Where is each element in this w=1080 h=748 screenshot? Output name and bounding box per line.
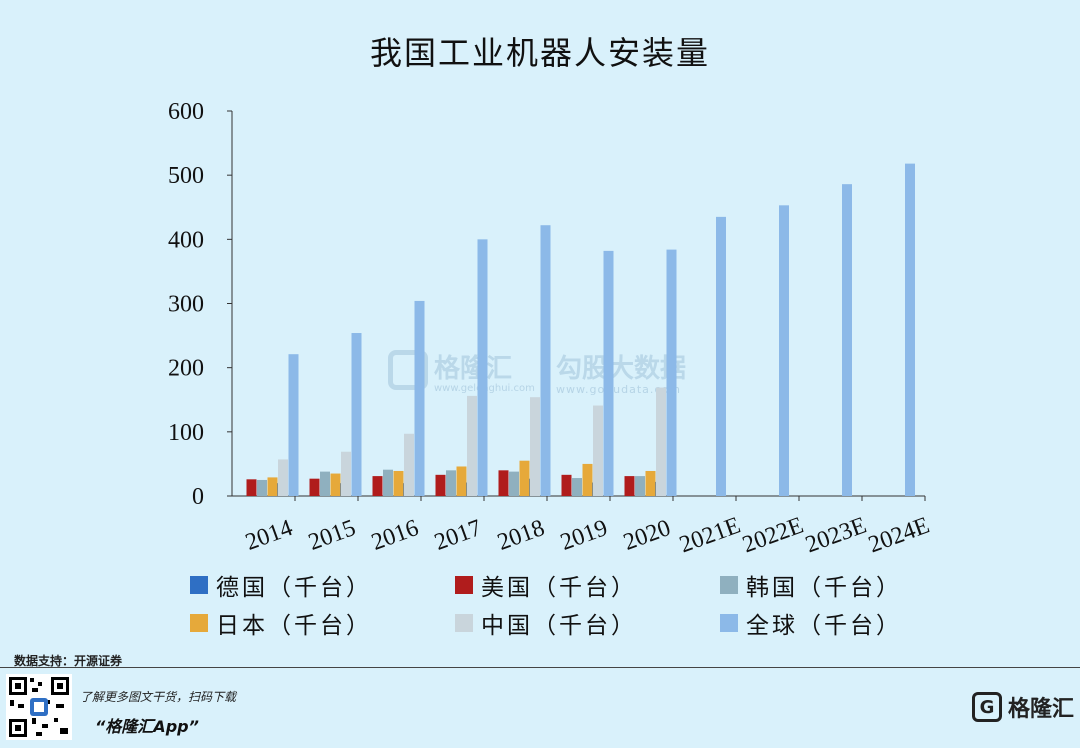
- bar-全球（千台）: [477, 239, 488, 497]
- legend-label: 日本（千台）: [216, 613, 372, 639]
- bar-全球（千台）: [351, 333, 362, 496]
- legend-item: 美国（千台）: [455, 568, 637, 602]
- bar-中国（千台）: [404, 433, 414, 496]
- legend-label: 德国（千台）: [216, 575, 372, 601]
- y-tick-label: 500: [168, 163, 204, 189]
- x-tick-label: 2019: [557, 515, 611, 556]
- x-tick-label: 2014: [242, 515, 296, 556]
- legend-label: 美国（千台）: [481, 575, 637, 601]
- legend-item: 中国（千台）: [455, 606, 637, 640]
- bar-全球（千台）: [842, 184, 852, 496]
- qr-code-icon[interactable]: [6, 674, 72, 740]
- bar-韩国（千台）: [320, 471, 330, 496]
- bar-韩国（千台）: [257, 479, 267, 496]
- bar-韩国（千台）: [509, 471, 519, 496]
- legend-swatch: [720, 614, 738, 632]
- footer-app-name: “格隆汇App”: [95, 717, 199, 736]
- legend-swatch: [720, 576, 738, 594]
- y-tick-label: 300: [168, 292, 204, 318]
- bar-日本（千台）: [645, 470, 656, 496]
- x-tick-label: 2017: [431, 515, 485, 556]
- bar-日本（千台）: [582, 463, 593, 496]
- x-tick-label: 2024E: [865, 512, 933, 558]
- bar-韩国（千台）: [635, 476, 645, 496]
- bar-全球（千台）: [666, 249, 677, 496]
- source-note: 数据支持：开源证券: [14, 654, 123, 668]
- brand-g-icon: G: [972, 692, 1002, 722]
- x-tick-label: 2022E: [739, 512, 807, 558]
- bar-日本（千台）: [267, 477, 278, 496]
- y-tick-label: 200: [168, 356, 204, 382]
- x-tick-label: 2021E: [676, 512, 744, 558]
- y-tick-label: 0: [192, 484, 204, 510]
- bar-日本（千台）: [519, 460, 530, 496]
- bar-全球（千台）: [288, 354, 299, 496]
- bar-全球（千台）: [716, 216, 726, 496]
- bar-全球（千台）: [779, 205, 789, 496]
- watermark-logo-icon: [388, 350, 428, 390]
- bar-韩国（千台）: [446, 470, 456, 496]
- legend-swatch: [455, 614, 473, 632]
- bar-美国（千台）: [624, 476, 635, 496]
- bar-中国（千台）: [593, 405, 603, 496]
- bar-美国（千台）: [309, 478, 320, 496]
- bar-日本（千台）: [393, 470, 404, 496]
- brand-name: 格隆汇: [1008, 697, 1075, 722]
- bar-全球（千台）: [905, 163, 915, 496]
- watermark-right-sub: www.gogudata.com: [556, 383, 681, 396]
- bar-中国（千台）: [278, 459, 288, 496]
- legend-item: 全球（千台）: [720, 606, 902, 640]
- y-tick-label: 400: [168, 227, 204, 253]
- x-tick-label: 2020: [620, 515, 674, 556]
- brand-logo: G 格隆汇: [972, 691, 1074, 723]
- legend-item: 德国（千台）: [190, 568, 372, 602]
- chart-title: 我国工业机器人安装量: [369, 34, 710, 72]
- legend-item: 韩国（千台）: [720, 568, 902, 602]
- legend-label: 全球（千台）: [746, 613, 902, 639]
- legend-swatch: [455, 576, 473, 594]
- y-tick-label: 600: [168, 99, 204, 125]
- bar-全球（千台）: [603, 250, 614, 496]
- watermark-right: 勾股大数据: [556, 354, 687, 384]
- bar-美国（千台）: [372, 476, 383, 496]
- legend-label: 韩国（千台）: [746, 575, 902, 601]
- bar-中国（千台）: [341, 451, 351, 496]
- legend-item: 日本（千台）: [190, 606, 372, 640]
- footer-divider: [0, 667, 1080, 668]
- bar-韩国（千台）: [572, 478, 582, 496]
- legend-label: 中国（千台）: [481, 613, 637, 639]
- bar-美国（千台）: [435, 474, 446, 496]
- bar-中国（千台）: [467, 395, 477, 496]
- legend-swatch: [190, 576, 208, 594]
- x-tick-label: 2018: [494, 515, 548, 556]
- bar-韩国（千台）: [383, 469, 393, 496]
- legend-swatch: [190, 614, 208, 632]
- bar-中国（千台）: [530, 397, 540, 496]
- bar-日本（千台）: [330, 473, 341, 496]
- watermark-left: 格隆汇: [434, 354, 513, 384]
- bar-全球（千台）: [414, 300, 425, 496]
- bar-全球（千台）: [540, 225, 551, 496]
- y-tick-label: 100: [168, 420, 204, 446]
- bar-美国（千台）: [561, 474, 572, 496]
- bar-日本（千台）: [456, 466, 467, 496]
- x-tick-label: 2016: [368, 515, 422, 556]
- bar-美国（千台）: [246, 479, 257, 496]
- bar-中国（千台）: [656, 387, 666, 496]
- x-tick-label: 2023E: [802, 512, 870, 558]
- bar-美国（千台）: [498, 470, 509, 496]
- footer-download-text: 了解更多图文干货，扫码下载: [80, 690, 237, 704]
- x-tick-label: 2015: [305, 515, 359, 556]
